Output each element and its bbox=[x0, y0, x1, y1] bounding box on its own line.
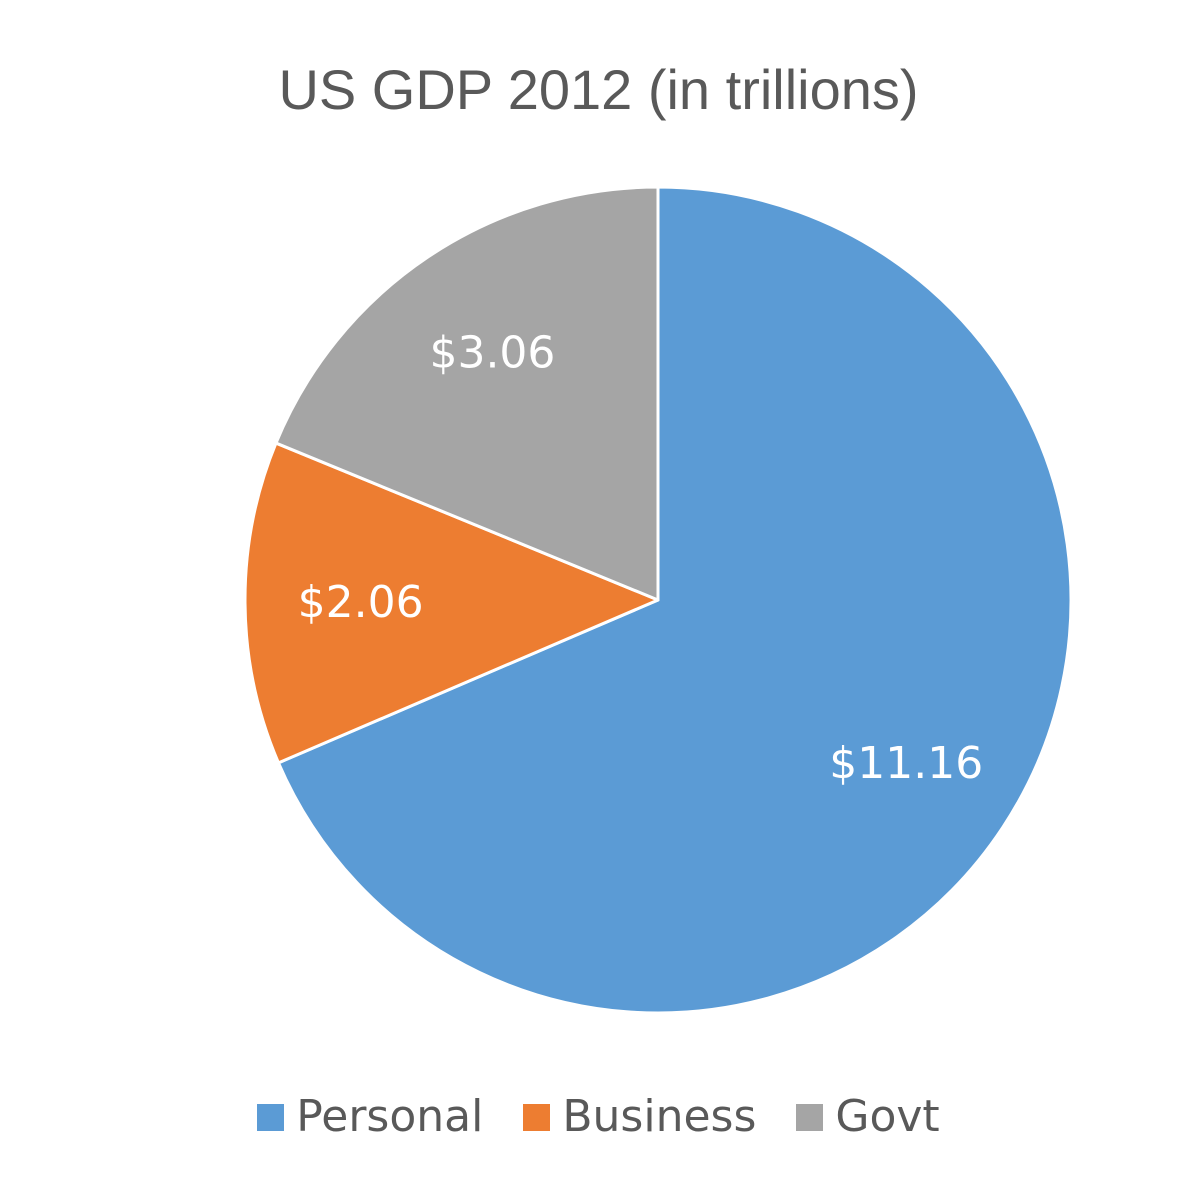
legend-swatch bbox=[796, 1103, 824, 1131]
legend-item-personal: Personal bbox=[257, 1095, 483, 1139]
data-label-personal: $11.16 bbox=[829, 738, 983, 789]
legend-item-govt: Govt bbox=[796, 1091, 940, 1142]
legend-swatch bbox=[523, 1103, 551, 1131]
pie-slices bbox=[243, 185, 1073, 1015]
pie-data-labels: $11.16 $2.06 $3.06 bbox=[298, 327, 984, 789]
data-label-business: $2.06 bbox=[298, 577, 424, 628]
legend: Personal Business Govt bbox=[0, 1095, 1197, 1139]
legend-label: Business bbox=[562, 1091, 757, 1142]
data-label-govt: $3.06 bbox=[429, 327, 555, 378]
pie-slice-business bbox=[243, 441, 660, 765]
legend-label: Personal bbox=[296, 1091, 484, 1142]
legend-label: Govt bbox=[835, 1091, 940, 1142]
chart-title: US GDP 2012 (in trillions) bbox=[278, 58, 919, 121]
pie-slice-personal bbox=[276, 185, 1073, 1015]
pie-slice-govt bbox=[274, 185, 660, 602]
legend-item-business: Business bbox=[523, 1095, 756, 1139]
legend-swatch bbox=[257, 1103, 285, 1131]
